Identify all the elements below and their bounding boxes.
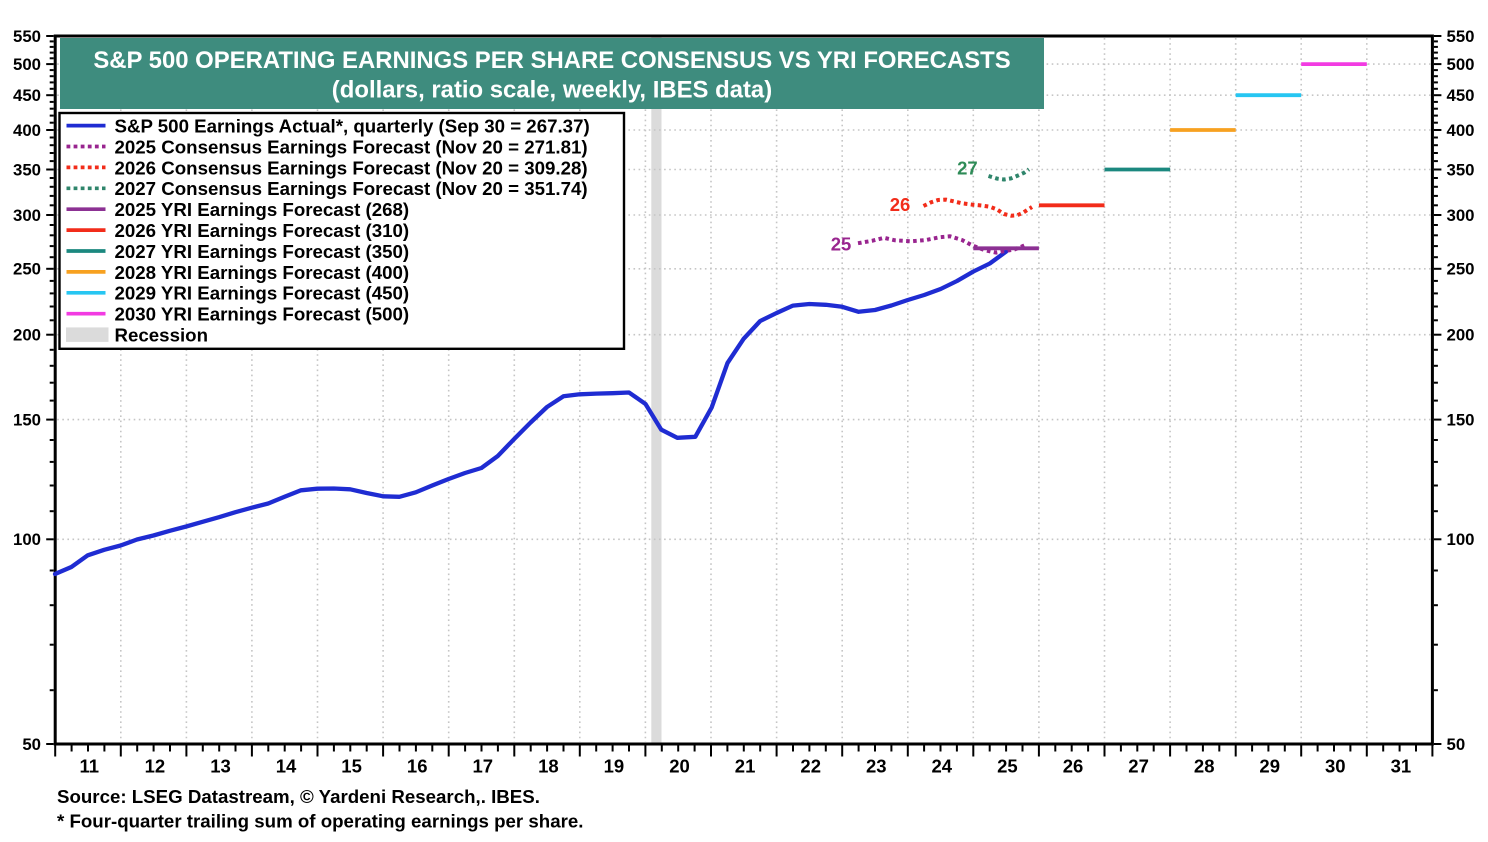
svg-text:2027 YRI Earnings Forecast (35: 2027 YRI Earnings Forecast (350) — [115, 241, 410, 262]
svg-text:24: 24 — [932, 756, 953, 777]
svg-text:500: 500 — [13, 55, 41, 74]
svg-text:25: 25 — [997, 756, 1018, 777]
svg-text:300: 300 — [1447, 206, 1475, 225]
svg-text:550: 550 — [13, 27, 41, 46]
svg-text:2027 Consensus Earnings Foreca: 2027 Consensus Earnings Forecast (Nov 20… — [115, 178, 588, 199]
svg-text:400: 400 — [1447, 121, 1475, 140]
svg-text:150: 150 — [13, 410, 41, 429]
svg-text:500: 500 — [1447, 55, 1475, 74]
svg-text:28: 28 — [1194, 756, 1215, 777]
svg-text:250: 250 — [13, 260, 41, 279]
svg-text:100: 100 — [1447, 530, 1475, 549]
svg-text:50: 50 — [1447, 735, 1466, 754]
svg-text:31: 31 — [1391, 756, 1412, 777]
svg-text:23: 23 — [866, 756, 887, 777]
svg-text:21: 21 — [735, 756, 756, 777]
svg-text:16: 16 — [407, 756, 428, 777]
svg-text:300: 300 — [13, 206, 41, 225]
svg-text:27: 27 — [957, 158, 978, 179]
svg-text:30: 30 — [1325, 756, 1346, 777]
svg-text:200: 200 — [13, 326, 41, 345]
svg-text:S&P 500 OPERATING EARNINGS PER: S&P 500 OPERATING EARNINGS PER SHARE CON… — [93, 47, 1010, 74]
svg-text:13: 13 — [210, 756, 231, 777]
svg-text:450: 450 — [13, 86, 41, 105]
svg-text:S&P 500 Earnings Actual*, quar: S&P 500 Earnings Actual*, quarterly (Sep… — [115, 116, 590, 137]
svg-text:2030 YRI Earnings Forecast (50: 2030 YRI Earnings Forecast (500) — [115, 304, 410, 325]
svg-text:19: 19 — [604, 756, 625, 777]
svg-text:Source: LSEG Datastream, © Yar: Source: LSEG Datastream, © Yardeni Resea… — [57, 786, 540, 807]
svg-text:11: 11 — [80, 756, 100, 777]
svg-text:2028 YRI Earnings Forecast (40: 2028 YRI Earnings Forecast (400) — [115, 262, 410, 283]
svg-text:Recession: Recession — [115, 325, 208, 346]
svg-text:29: 29 — [1259, 756, 1280, 777]
svg-text:450: 450 — [1447, 86, 1475, 105]
svg-text:* Four-quarter trailing sum of: * Four-quarter trailing sum of operating… — [57, 811, 583, 832]
svg-text:2026 YRI Earnings Forecast (31: 2026 YRI Earnings Forecast (310) — [115, 220, 410, 241]
svg-text:14: 14 — [276, 756, 297, 777]
svg-text:26: 26 — [890, 194, 911, 215]
svg-text:2025 YRI Earnings Forecast (26: 2025 YRI Earnings Forecast (268) — [115, 199, 410, 220]
svg-text:18: 18 — [538, 756, 559, 777]
svg-text:2025 Consensus Earnings Foreca: 2025 Consensus Earnings Forecast (Nov 20… — [115, 136, 588, 157]
svg-text:250: 250 — [1447, 260, 1475, 279]
svg-text:25: 25 — [831, 234, 852, 255]
svg-text:50: 50 — [22, 735, 41, 754]
svg-text:150: 150 — [1447, 410, 1475, 429]
svg-text:15: 15 — [341, 756, 362, 777]
svg-text:22: 22 — [800, 756, 821, 777]
svg-text:17: 17 — [473, 756, 494, 777]
svg-text:(dollars, ratio scale, weekly,: (dollars, ratio scale, weekly, IBES data… — [332, 76, 772, 103]
svg-text:26: 26 — [1063, 756, 1084, 777]
svg-text:200: 200 — [1447, 326, 1475, 345]
svg-text:12: 12 — [145, 756, 166, 777]
svg-text:20: 20 — [669, 756, 690, 777]
svg-text:2029 YRI Earnings Forecast (45: 2029 YRI Earnings Forecast (450) — [115, 283, 410, 304]
svg-text:550: 550 — [1447, 27, 1475, 46]
svg-text:350: 350 — [13, 160, 41, 179]
svg-text:350: 350 — [1447, 160, 1475, 179]
svg-text:400: 400 — [13, 121, 41, 140]
svg-text:100: 100 — [13, 530, 41, 549]
svg-text:2026 Consensus Earnings Foreca: 2026 Consensus Earnings Forecast (Nov 20… — [115, 157, 588, 178]
svg-text:27: 27 — [1128, 756, 1149, 777]
